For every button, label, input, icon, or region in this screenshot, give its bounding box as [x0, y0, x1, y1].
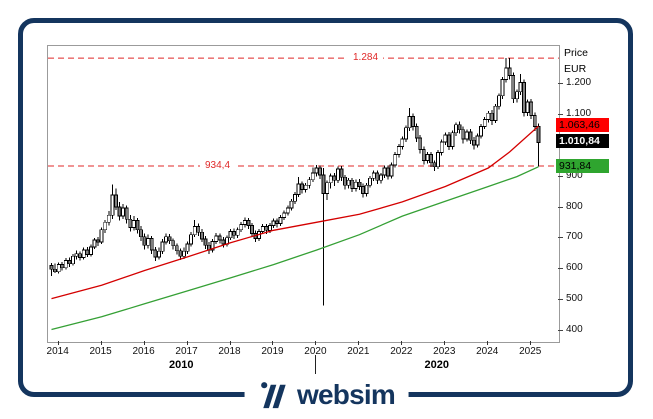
year-label: 2020 [304, 346, 327, 357]
websim-wordmark: websim [297, 379, 396, 410]
year-label: 2025 [519, 346, 542, 357]
websim-logo-icon [260, 382, 286, 409]
y-axis-tick-label: 900 [566, 169, 583, 181]
y-axis-tick-label: 600 [566, 262, 583, 274]
x-axis-tick [272, 341, 274, 345]
y-axis-tick-label: 700 [566, 231, 583, 243]
year-label: 2017 [175, 346, 198, 357]
y-axis-tick [558, 206, 563, 208]
candlestick-chart [48, 57, 559, 331]
time-axis: 2014 2015 2016 2017 2018 2019 2020 2021 2022 2023… [47, 341, 558, 381]
year-label: 2016 [132, 346, 155, 357]
y-axis-tick [558, 175, 563, 177]
year-label: 2019 [261, 346, 284, 357]
x-axis-tick [401, 341, 403, 345]
price-axis-unit-line2: EUR [564, 63, 587, 75]
y-axis-tick-label: 500 [566, 293, 583, 305]
year-label: 2022 [390, 346, 413, 357]
last-price-badge: 1.010,84 [556, 134, 609, 149]
x-axis-tick [100, 341, 102, 345]
year-label: 2014 [46, 346, 69, 357]
ma-slow-line [51, 166, 539, 331]
y-axis-tick [558, 237, 563, 239]
ma-fast-line [51, 125, 539, 300]
x-axis-tick [57, 341, 59, 345]
ma-fast-price-badge: 1.063,46 [556, 118, 609, 133]
resistance-level-label: 1.284 [348, 51, 384, 65]
alert-level-lines [48, 57, 559, 167]
y-axis-tick [558, 299, 563, 301]
x-axis-tick [530, 341, 532, 345]
x-axis-tick [143, 341, 145, 345]
year-label: 2024 [476, 346, 499, 357]
y-axis-tick-label: 800 [566, 200, 583, 212]
x-axis-tick [444, 341, 446, 345]
ma-slow-price-badge: 931,84 [556, 158, 609, 173]
year-label: 2015 [89, 346, 112, 357]
x-axis-tick [315, 341, 317, 345]
price-axis-unit-line1: Price [564, 47, 588, 59]
y-axis-tick [558, 83, 563, 84]
year-label: 2021 [347, 346, 370, 357]
y-axis-tick-label: 1.100 [566, 107, 592, 119]
y-axis-tick [558, 330, 563, 331]
y-axis-tick-label: 400 [566, 324, 583, 335]
x-axis-tick [487, 341, 489, 345]
x-axis-tick [358, 341, 360, 345]
price-chart-plot: 1.284 934,4 [47, 45, 560, 343]
year-label: 2023 [433, 346, 456, 357]
x-axis-tick [229, 341, 231, 345]
price-axis-unit-label: Price EUR [564, 45, 588, 77]
decade-label-2010s: 2010 [168, 359, 194, 371]
y-axis-tick-label: 1.200 [566, 77, 592, 88]
x-axis-tick [186, 341, 188, 345]
support-level-label: 934,4 [200, 159, 236, 172]
y-axis-tick [558, 113, 563, 115]
year-label: 2018 [218, 346, 241, 357]
websim-logo: websim [244, 374, 409, 416]
candles [49, 58, 541, 306]
decade-separator [315, 355, 317, 378]
y-axis-tick [558, 268, 563, 270]
decade-label-2020s: 2020 [424, 359, 449, 371]
